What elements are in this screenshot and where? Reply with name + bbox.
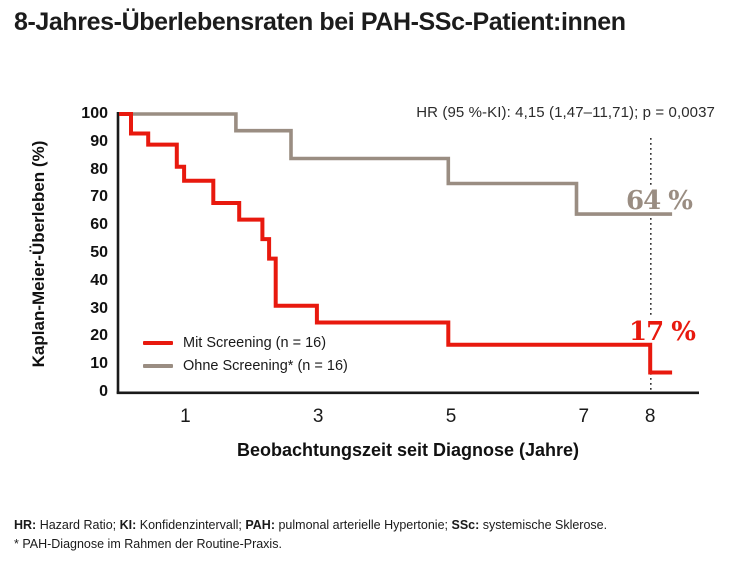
y-axis-title: Kaplan-Meier-Überleben (%) bbox=[29, 140, 48, 368]
legend-swatch-gray-line bbox=[143, 364, 173, 368]
x-tick-label: 7 bbox=[578, 406, 590, 427]
y-tick-label: 10 bbox=[90, 355, 108, 373]
y-tick-label: 80 bbox=[90, 160, 108, 178]
legend-label-mit-screening: Mit Screening (n = 16) bbox=[183, 335, 327, 351]
y-tick-label: 100 bbox=[81, 105, 108, 122]
y-tick-label: 60 bbox=[90, 216, 108, 234]
x-tick-label: 8 bbox=[644, 406, 656, 427]
footnote: HR: Hazard Ratio; KI: Konfidenzintervall… bbox=[14, 516, 607, 554]
y-tick-label: 90 bbox=[90, 132, 108, 150]
gray-curve-end-label: 64 % bbox=[626, 186, 693, 216]
y-tick-label: 50 bbox=[90, 244, 108, 261]
legend: Mit Screening (n = 16) Ohne Screening* (… bbox=[143, 334, 348, 375]
legend-swatch-red-line bbox=[143, 341, 173, 345]
x-tick-label: 3 bbox=[312, 406, 324, 427]
x-axis-title: Beobachtungszeit seit Diagnose (Jahre) bbox=[236, 440, 580, 460]
red-end-label-backdrop bbox=[623, 316, 683, 341]
footnote-asterisk-note: * PAH-Diagnose im Rahmen der Routine-Pra… bbox=[14, 536, 282, 551]
y-tick-label: 20 bbox=[90, 327, 108, 345]
red-curve-end-label: 17 % bbox=[629, 317, 696, 347]
y-tick-label: 30 bbox=[90, 299, 108, 317]
legend-item-ohne-screening: Ohne Screening* (n = 16) bbox=[143, 357, 348, 375]
y-tick-label: 70 bbox=[90, 188, 108, 206]
x-tick-label: 5 bbox=[445, 406, 457, 427]
legend-item-mit-screening: Mit Screening (n = 16) bbox=[143, 334, 348, 352]
y-tick-label: 40 bbox=[90, 271, 108, 289]
ohne-screening-curve bbox=[119, 112, 673, 216]
footnote-abbreviations: HR: Hazard Ratio; KI: Konfidenzintervall… bbox=[14, 518, 608, 532]
x-tick-label: 1 bbox=[180, 406, 191, 427]
legend-label-ohne-screening: Ohne Screening* (n = 16) bbox=[183, 358, 348, 374]
gray-end-label-backdrop bbox=[620, 185, 686, 211]
hazard-ratio-annotation: HR (95 %-KI): 4,15 (1,47–11,71); p = 0,0… bbox=[416, 104, 715, 121]
y-tick-label: 0 bbox=[99, 383, 108, 400]
chart-title: 8-Jahres-Überlebensraten bei PAH-SSc-Pat… bbox=[14, 8, 626, 36]
